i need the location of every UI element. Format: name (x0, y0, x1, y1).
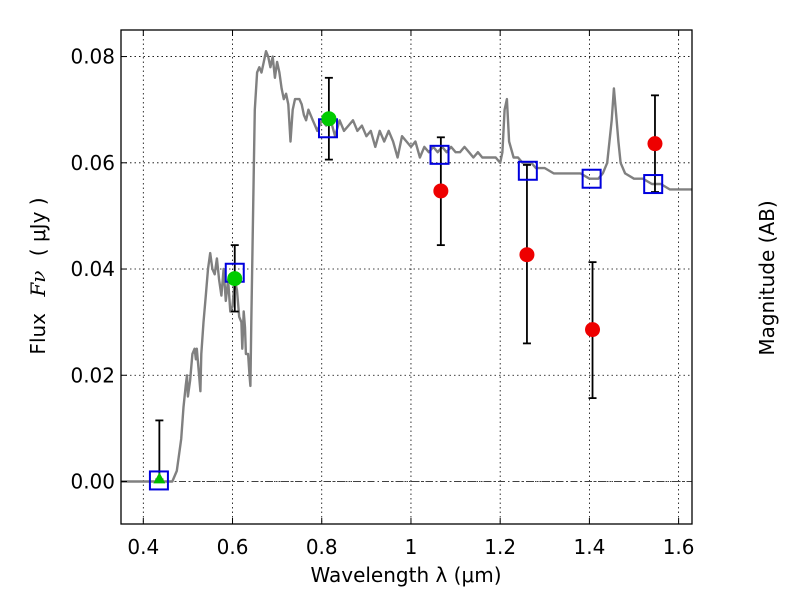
y-tick-label: 0.02 (70, 363, 115, 387)
x-tick-label: 0.4 (127, 535, 159, 559)
observed-flux-marker (519, 247, 535, 263)
y-axis-title-units: ( μJy ) (26, 197, 50, 256)
x-tick-label: 1.6 (663, 535, 695, 559)
x-tick-label: 1 (405, 535, 418, 559)
y-axis-title: Flux Fν ( μJy ) (26, 197, 50, 354)
model-flux-box (429, 144, 450, 165)
y-axis-title-prefix: Flux (26, 313, 50, 355)
x-tick-label: 0.6 (217, 535, 249, 559)
observed-flux-marker (585, 322, 601, 338)
right-axis-title: Magnitude (AB) (755, 200, 779, 355)
y-tick-label: 0.00 (70, 470, 115, 494)
x-axis-title: Wavelength λ (μm) (310, 563, 501, 587)
x-tick-label: 1.4 (573, 535, 605, 559)
axis-ticks (121, 30, 680, 524)
y-tick-label: 0.06 (70, 151, 115, 175)
model-spectrum-line (121, 50, 692, 483)
y-tick-label: 0.04 (70, 257, 115, 281)
observed-upper-limit-marker (153, 472, 166, 484)
y-axis-title-variable: Fν (26, 271, 50, 298)
x-tick-label: 0.8 (306, 535, 338, 559)
observed-flux-marker (227, 271, 243, 287)
model-flux-box (517, 160, 538, 181)
model-flux-box (581, 168, 602, 189)
model-photometry-boxes (148, 118, 664, 491)
y-tick-label: 0.08 (70, 45, 115, 69)
x-tick-label: 1.2 (484, 535, 516, 559)
observed-flux-marker (321, 111, 337, 127)
observed-flux-marker (647, 136, 663, 152)
plot-frame (120, 29, 693, 525)
model-flux-box (148, 470, 169, 491)
y-tick-labels: 0.00 0.02 0.04 0.06 0.08 (70, 45, 115, 494)
observed-flux-marker (433, 183, 449, 199)
x-tick-labels: 0.4 0.6 0.8 1 1.2 1.4 1.6 (127, 535, 694, 559)
observed-photometry-points (153, 111, 663, 484)
model-flux-box (643, 174, 664, 195)
